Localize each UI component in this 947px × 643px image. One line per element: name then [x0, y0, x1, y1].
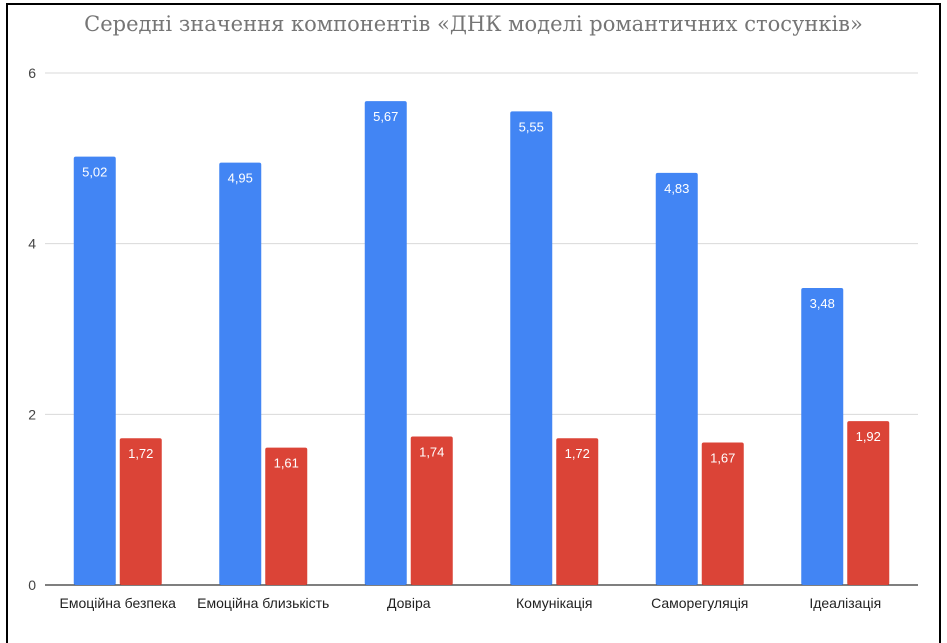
data-label: 1,67: [710, 450, 735, 465]
chart-title: Середні значення компонентів «ДНК моделі…: [84, 12, 863, 36]
data-label: 5,67: [373, 109, 398, 124]
category-label: Емоційна близькість: [197, 595, 329, 611]
y-tick-label: 6: [28, 65, 36, 81]
data-label: 1,92: [856, 429, 881, 444]
bar: [655, 172, 698, 585]
category-label: Ідеалізація: [809, 595, 881, 611]
bar: [119, 438, 162, 585]
data-label: 4,83: [664, 181, 689, 196]
category-label: Саморегуляція: [651, 595, 748, 611]
data-label: 1,61: [274, 456, 299, 471]
data-label: 1,72: [565, 446, 590, 461]
bar: [219, 162, 262, 585]
category-label: Емоційна безпека: [60, 595, 177, 611]
bar-chart: 0 2 4 6 5,02 1,72 Емоційна безпека 4,95 1,61 Емоц…: [28, 65, 918, 611]
data-label: 5,55: [519, 119, 544, 134]
data-label: 5,02: [82, 165, 107, 180]
bar: [73, 156, 116, 586]
y-tick-label: 0: [28, 577, 36, 593]
data-label: 4,95: [228, 171, 253, 186]
bar: [847, 421, 890, 585]
bar: [801, 288, 844, 585]
y-tick-label: 2: [28, 406, 36, 422]
category-label: Довіра: [387, 595, 431, 611]
data-label: 1,72: [128, 446, 153, 461]
chart-frame: [6, 3, 941, 643]
data-label: 3,48: [810, 296, 835, 311]
bar: [701, 442, 744, 585]
bar: [364, 101, 407, 585]
bar: [410, 436, 453, 585]
bar: [510, 111, 553, 586]
category-label: Комунікація: [516, 595, 593, 611]
bar: [265, 447, 308, 585]
y-tick-label: 4: [28, 236, 36, 252]
data-label: 1,74: [419, 445, 444, 460]
bar: [556, 438, 599, 585]
